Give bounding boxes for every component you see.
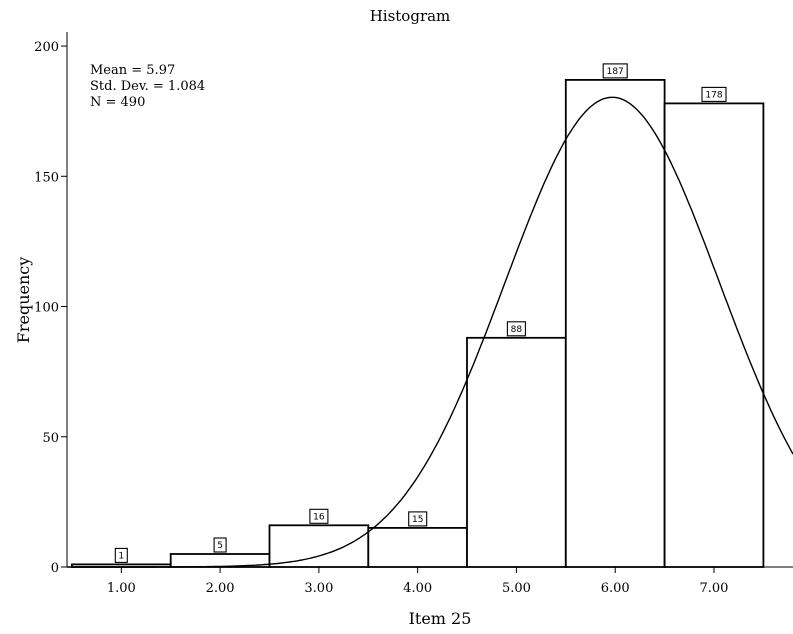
histogram-bar	[663, 102, 765, 568]
y-axis-title: Frequency	[14, 257, 33, 344]
y-tick-label: 50	[42, 431, 59, 446]
data-label: 15	[412, 515, 423, 525]
data-label: 5	[217, 541, 223, 551]
x-axis-title: Item 25	[409, 609, 472, 628]
histogram-bar	[367, 527, 468, 568]
data-label-box	[506, 321, 526, 337]
x-tick-label: 5.00	[502, 581, 531, 596]
y-tick-label: 0	[51, 561, 59, 576]
data-label: 16	[313, 512, 325, 522]
data-label: 1	[118, 551, 124, 561]
x-tick-label: 7.00	[700, 581, 729, 596]
data-label-box	[701, 86, 727, 102]
y-tick-label: 200	[34, 40, 59, 55]
data-label: 187	[607, 67, 624, 77]
x-tick-label: 1.00	[107, 581, 136, 596]
stat-n: N = 490	[90, 95, 145, 110]
stat-mean: Mean = 5.97	[90, 63, 175, 78]
x-tick-label: 3.00	[304, 581, 333, 596]
y-tick-label: 150	[34, 170, 59, 185]
x-tick-label: 2.00	[206, 581, 235, 596]
histogram-bar	[564, 79, 666, 568]
chart-title: Histogram	[370, 7, 451, 25]
y-tick-label: 100	[34, 301, 59, 316]
data-label-box	[114, 547, 128, 563]
data-label: 178	[705, 90, 722, 100]
histogram-bar	[268, 524, 370, 568]
x-tick-label: 6.00	[601, 581, 630, 596]
data-label: 88	[511, 325, 523, 335]
histogram-bar	[466, 336, 567, 568]
data-label-box	[408, 511, 428, 527]
data-label-box	[309, 508, 329, 524]
x-tick-label: 4.00	[403, 581, 432, 596]
data-label-box	[602, 63, 628, 79]
data-label-box	[213, 537, 227, 553]
stat-std-dev: Std. Dev. = 1.084	[90, 79, 205, 94]
